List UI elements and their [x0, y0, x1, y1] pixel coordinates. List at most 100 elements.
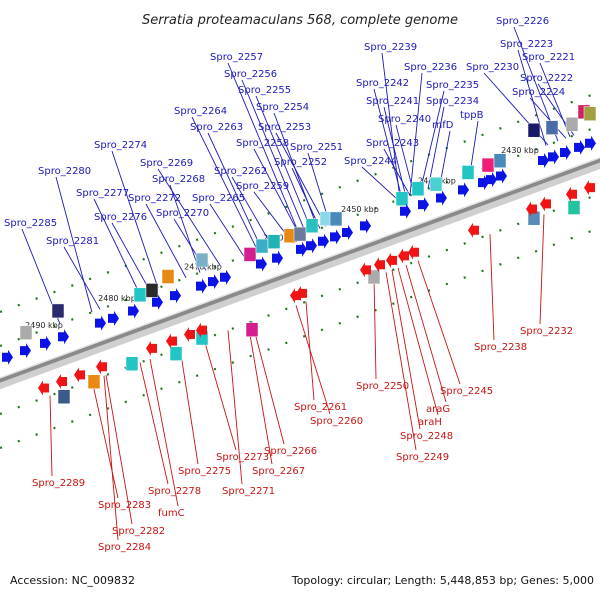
forward-gene-arrow — [220, 269, 231, 285]
domain-box — [133, 287, 147, 303]
domain-box — [429, 176, 443, 192]
top-gene-label: Spro_2285 — [4, 218, 57, 229]
forward-gene-arrow — [342, 224, 353, 240]
domain-box — [161, 269, 175, 284]
bottom-leader-line — [251, 321, 285, 445]
bottom-gene-label: Spro_2238 — [474, 342, 527, 353]
top-gene-label: Spro_2242 — [356, 78, 409, 89]
genome-title: Serratia proteamaculans 568, complete ge… — [142, 13, 458, 28]
top-gene-label: Spro_2239 — [364, 42, 417, 53]
domain-box — [565, 117, 579, 132]
top-leader-line — [169, 184, 201, 273]
top-leader-line — [419, 90, 445, 192]
forward-gene-arrow — [40, 335, 51, 351]
top-gene-label: Spro_2244 — [344, 156, 397, 167]
forward-gene-arrow — [585, 135, 596, 151]
top-leader-line — [63, 246, 101, 310]
top-gene-label: Spro_2253 — [258, 122, 311, 133]
bottom-leader-line — [405, 264, 447, 403]
domain-box — [195, 252, 209, 268]
bottom-leader-line — [149, 358, 179, 507]
forward-gene-arrow — [208, 274, 219, 290]
domain-box — [57, 389, 71, 404]
top-leader-line — [539, 62, 571, 137]
top-gene-label: Spro_2277 — [76, 188, 129, 199]
bottom-gene-label: Spro_2245 — [440, 386, 493, 397]
gene-labels: Spro_2226Spro_2223Spro_2221Spro_2222Spro… — [4, 16, 575, 553]
top-leader-line — [253, 148, 301, 237]
kbp-tick-label: 2490 kbp — [25, 321, 63, 330]
bottom-leader-line — [105, 375, 133, 525]
domain-box — [125, 356, 139, 372]
bottom-leader-line — [139, 362, 169, 485]
bottom-gene-label: Spro_2260 — [310, 416, 363, 427]
domain-box — [19, 325, 33, 340]
domain-box — [461, 165, 475, 180]
top-gene-label: Spro_2224 — [512, 87, 565, 98]
top-gene-label: Spro_2268 — [152, 174, 205, 185]
top-leader-line — [157, 168, 221, 266]
domain-box — [583, 106, 597, 121]
forward-gene-arrow — [400, 203, 411, 219]
top-leader-line — [409, 72, 423, 196]
top-gene-label: tppB — [460, 110, 484, 121]
gene-arrows — [2, 135, 596, 396]
top-gene-label: Spro_2272 — [128, 193, 181, 204]
top-leader-line — [241, 79, 307, 234]
domain-box — [493, 153, 507, 168]
bottom-gene-label: Spro_2284 — [98, 542, 151, 553]
bottom-gene-label: Spro_2273 — [216, 452, 269, 463]
top-gene-label: Spro_2281 — [46, 236, 99, 247]
top-leader-line — [145, 203, 187, 278]
domain-box — [87, 374, 101, 389]
kbp-tick-label: 2460 kbp — [263, 234, 301, 243]
bottom-gene-label: Spro_2271 — [222, 486, 275, 497]
forward-gene-arrow — [418, 197, 429, 213]
forward-gene-arrow — [108, 310, 119, 326]
top-gene-label: Spro_2235 — [426, 80, 479, 91]
top-gene-label: rnfD — [432, 120, 454, 131]
reverse-gene-arrow — [166, 333, 177, 349]
kbp-tick-label: 2480 kbp — [98, 294, 136, 303]
kbp-tick-label: 2430 kbp — [501, 146, 539, 155]
backbone-shadow — [0, 160, 600, 390]
bottom-leader-line — [91, 380, 119, 499]
forward-gene-arrow — [95, 315, 106, 331]
top-gene-label: Spro_2257 — [210, 52, 263, 63]
top-leader-line — [227, 62, 301, 237]
top-leader-line — [361, 166, 399, 201]
reverse-gene-arrow — [296, 285, 307, 301]
top-gene-label: Spro_2264 — [174, 106, 227, 117]
forward-gene-arrow — [436, 190, 447, 206]
forward-gene-arrow — [196, 278, 207, 294]
reverse-gene-arrow — [398, 248, 409, 264]
top-leader-line — [111, 222, 151, 292]
reverse-gene-arrow — [96, 359, 107, 375]
top-gene-label: Spro_2223 — [500, 39, 553, 50]
bottom-leader-line — [397, 267, 439, 416]
genome-backbone — [0, 157, 600, 390]
bottom-gene-label: Spro_2266 — [264, 446, 317, 457]
forward-gene-arrow — [574, 139, 585, 155]
top-gene-label: Spro_2280 — [38, 166, 91, 177]
reverse-gene-arrow — [360, 262, 371, 278]
top-gene-label: Spro_2254 — [256, 102, 309, 113]
top-leader-line — [191, 116, 259, 252]
backbone-line — [0, 157, 600, 383]
reverse-gene-arrow — [386, 252, 397, 268]
bottom-gene-label: Spro_2248 — [400, 431, 453, 442]
backbone-highlight — [0, 157, 600, 379]
bottom-gene-label: Spro_2278 — [148, 486, 201, 497]
top-leader-line — [529, 97, 567, 139]
top-leader-line — [275, 132, 327, 227]
top-leader-line — [55, 176, 93, 313]
top-leader-line — [517, 49, 547, 146]
domain-box — [481, 157, 495, 173]
bottom-leader-line — [247, 322, 273, 465]
forward-gene-arrow — [58, 329, 69, 345]
bottom-gene-label: Spro_2275 — [178, 466, 231, 477]
top-gene-label: Spro_2230 — [466, 62, 519, 73]
forward-gene-arrow — [2, 349, 13, 365]
bottom-leader-line — [417, 260, 461, 385]
domain-box — [293, 226, 307, 242]
